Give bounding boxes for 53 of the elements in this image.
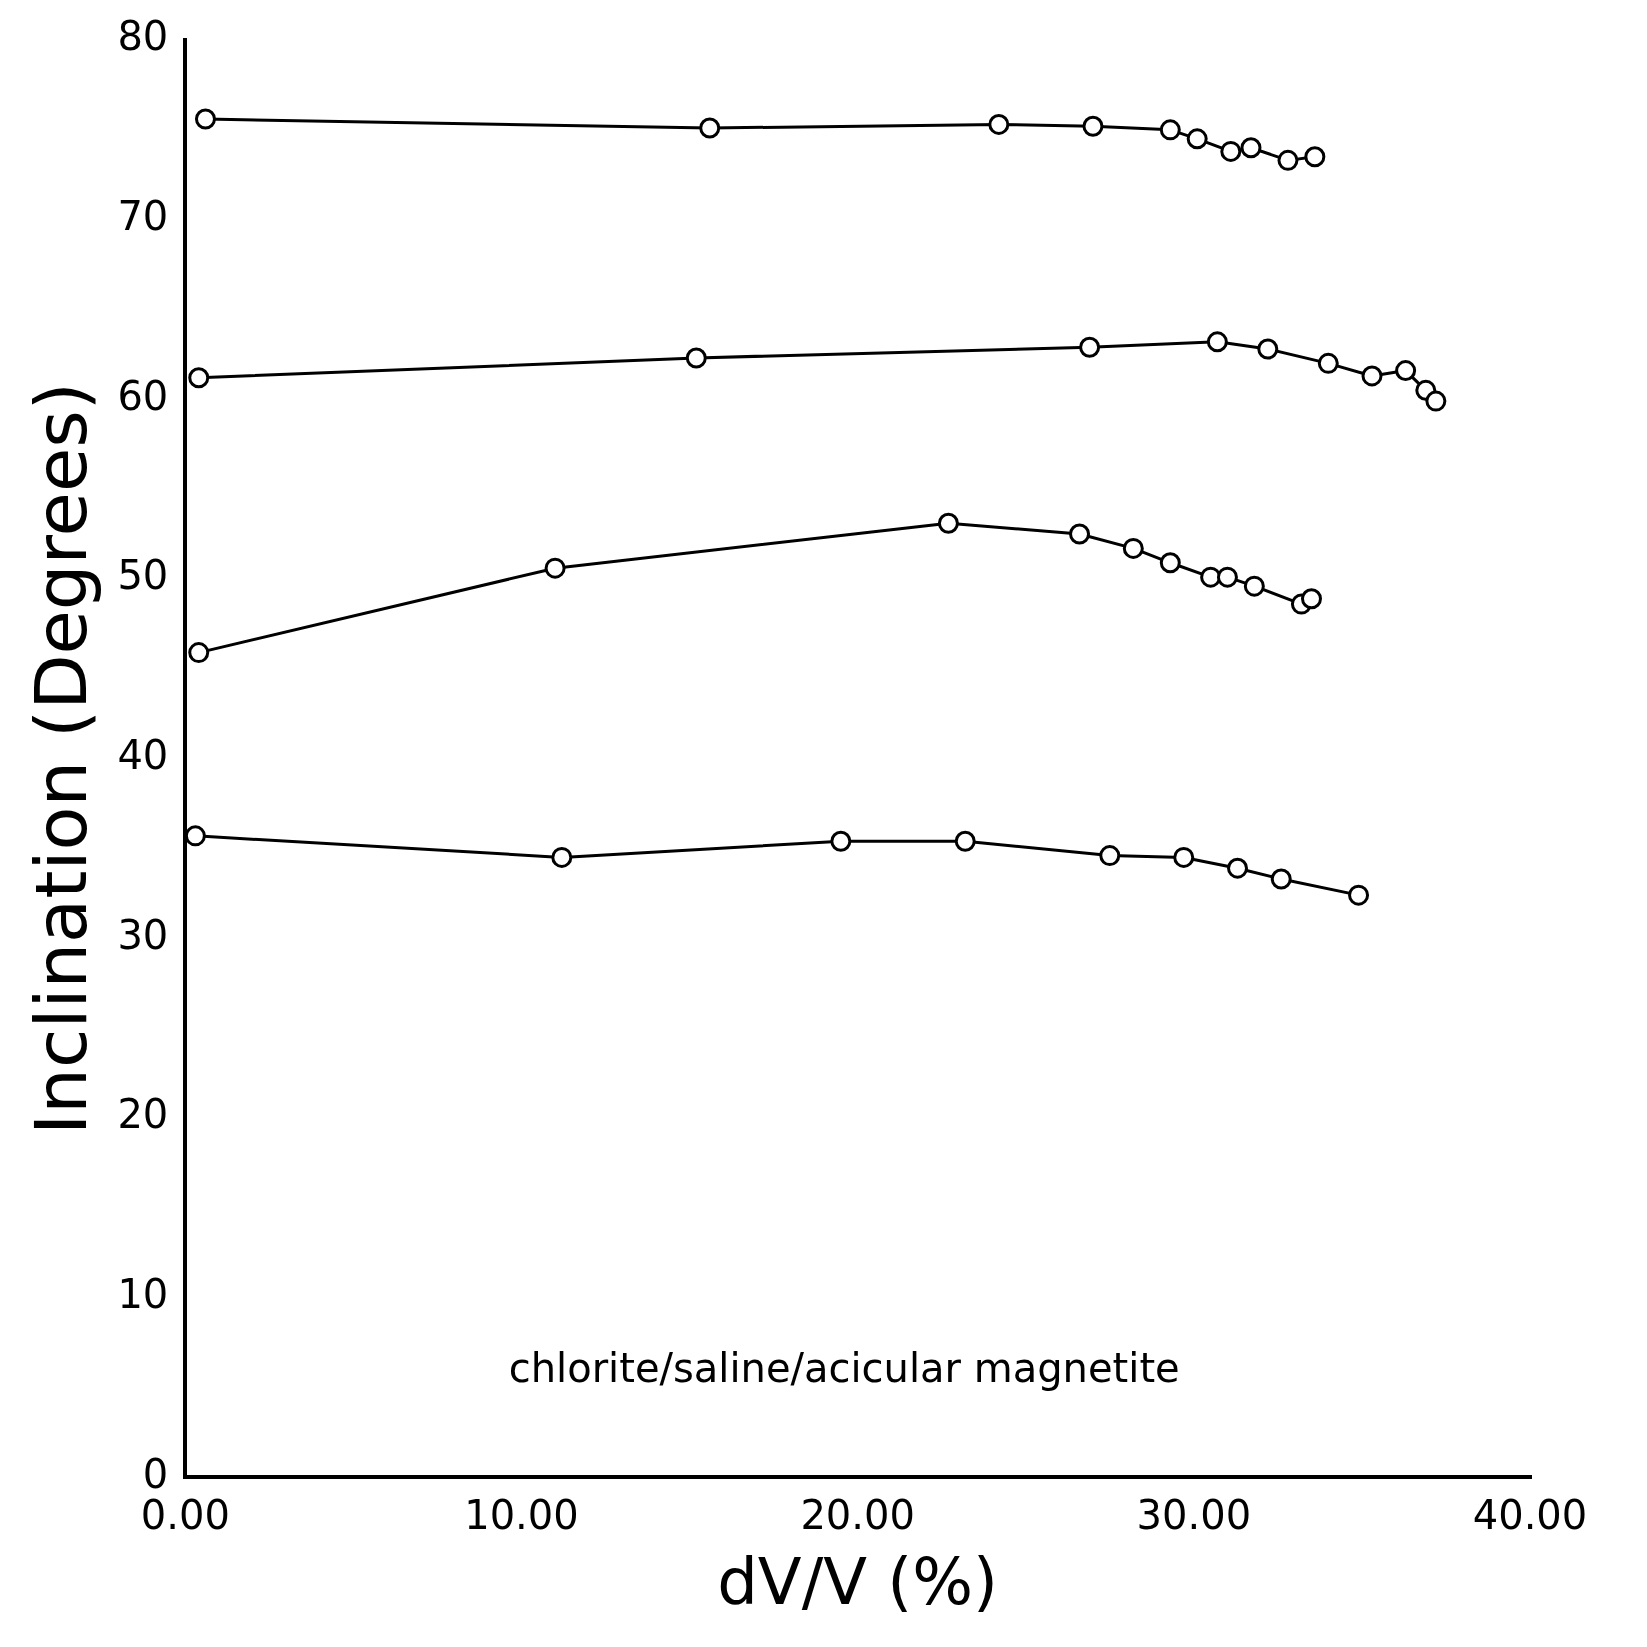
point: [188, 642, 210, 664]
x-axis-title: dV/V (%): [717, 1545, 999, 1620]
y-tick-label: 60: [117, 372, 169, 419]
y-tick-label: 30: [117, 911, 169, 958]
point: [1348, 884, 1370, 906]
point: [1425, 390, 1447, 412]
point: [988, 113, 1010, 135]
point: [1122, 537, 1144, 559]
point: [1216, 566, 1238, 588]
point: [1186, 128, 1208, 150]
point: [1361, 365, 1383, 387]
y-tick-label: 20: [117, 1091, 169, 1138]
point: [937, 512, 959, 534]
point: [830, 830, 852, 852]
x-tick-label: 30.00: [1136, 1491, 1252, 1538]
annotation: chlorite/saline/acicular magnetite: [508, 1345, 1180, 1392]
point: [1317, 352, 1339, 374]
point: [1304, 146, 1326, 168]
point: [544, 557, 566, 579]
point: [1257, 338, 1279, 360]
point: [1069, 523, 1091, 545]
point: [1270, 868, 1292, 890]
point: [1243, 575, 1265, 597]
x-tick-label: 20.00: [800, 1491, 915, 1538]
point: [1079, 336, 1101, 358]
y-axis-title: Inclination (Degrees): [18, 382, 103, 1135]
x-tick-label: 10.00: [464, 1491, 579, 1538]
point: [1300, 588, 1322, 610]
point: [685, 347, 707, 369]
y-tick-label: 70: [117, 193, 169, 240]
point: [185, 825, 206, 847]
point: [1395, 360, 1417, 382]
point: [1082, 115, 1104, 137]
point: [1159, 119, 1181, 141]
point: [1220, 140, 1242, 162]
point: [551, 846, 573, 868]
y-tick-label: 40: [117, 731, 169, 778]
point: [699, 117, 721, 139]
point: [194, 108, 216, 130]
point: [188, 367, 210, 389]
y-tick-label: 50: [117, 552, 169, 599]
point: [1206, 331, 1228, 353]
y-tick-label: 10: [117, 1270, 169, 1317]
x-tick-label: 40.00: [1472, 1491, 1588, 1538]
point: [1277, 149, 1299, 171]
y-tick-label: 80: [117, 13, 169, 60]
point: [1099, 845, 1121, 867]
point: [1240, 137, 1262, 159]
point: [1200, 566, 1222, 588]
point: [1159, 552, 1181, 574]
point: [954, 830, 976, 852]
point: [1227, 857, 1249, 879]
point: [1173, 846, 1195, 868]
